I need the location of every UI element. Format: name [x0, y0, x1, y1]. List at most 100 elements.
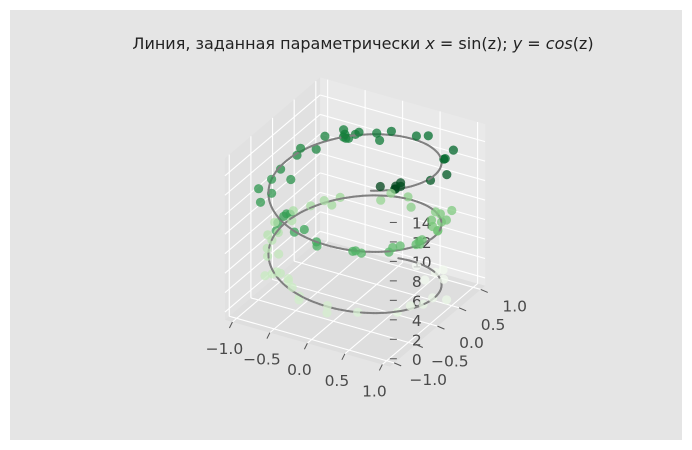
scatter-point — [273, 227, 283, 238]
z-tick-label: 14 — [412, 214, 432, 232]
scatter-point — [353, 307, 363, 317]
x-axis-tick-labels: −1.0−0.5 0.0 0.5 1.0 — [206, 340, 387, 400]
scatter-point — [299, 224, 309, 235]
y-tick-label: −1.0 — [409, 371, 447, 389]
scatter-point — [271, 267, 282, 277]
x-tick-label: −1.0 — [206, 340, 244, 358]
x-tick-label: −0.5 — [243, 351, 281, 369]
title-y-fn: cos — [546, 34, 573, 53]
grid-line-z-right — [319, 113, 486, 162]
scatter-point — [267, 174, 277, 184]
scatter-point — [386, 188, 396, 198]
scatter-point — [283, 274, 293, 284]
scatter-point — [263, 230, 273, 240]
grid-line-z-right — [319, 172, 486, 221]
y-tick-mark — [393, 362, 402, 367]
scatter-point — [376, 195, 386, 205]
scatter-point — [274, 249, 284, 259]
grid-line-y-floor — [250, 297, 416, 346]
title-y-var: y — [512, 34, 523, 53]
x-tick-mark — [303, 342, 308, 350]
scatter-point — [375, 181, 385, 192]
scatter-point — [260, 271, 270, 281]
scatter-point — [441, 215, 451, 225]
x-tick-label: 0.5 — [325, 372, 350, 390]
grid-line-z-right — [319, 152, 486, 201]
scatter-point — [442, 170, 452, 180]
scatter-point — [286, 174, 296, 185]
title-y-eq: = — [522, 34, 546, 53]
scatter-point — [423, 131, 433, 141]
scatter-point — [411, 131, 421, 141]
grid-line-z-left — [224, 172, 321, 255]
title-x-fn: sin — [458, 34, 481, 53]
title-x-var: x — [424, 34, 435, 53]
scatter-point — [403, 192, 413, 202]
x-tick-label: 1.0 — [362, 382, 387, 400]
x-tick-mark — [378, 364, 383, 371]
scatter-point — [447, 205, 457, 216]
grid-line-z-right — [319, 211, 486, 260]
scatter-point — [438, 265, 448, 275]
scatter-point — [406, 202, 416, 212]
scatter-point — [428, 293, 438, 303]
tick-marks — [228, 221, 488, 371]
scatter-point — [396, 178, 406, 188]
scatter-point — [255, 197, 266, 207]
scatter-point — [395, 241, 405, 251]
y-axis-tick-labels: −1.0−0.50.00.51.0 — [409, 297, 527, 389]
x-tick-mark — [266, 332, 271, 339]
scatter-point — [319, 196, 329, 206]
scatter-point — [440, 154, 450, 164]
scatter-point — [339, 125, 349, 135]
grid-line-y-floor — [229, 315, 395, 364]
y-tick-mark — [480, 288, 488, 293]
title-x-eq: = — [435, 34, 459, 53]
scatter-point — [448, 145, 458, 155]
y-tick-label: 0.5 — [481, 316, 506, 334]
z-tick-label: 2 — [412, 331, 422, 349]
data-marks — [254, 125, 458, 318]
grid-line-y-floor — [315, 242, 481, 290]
scatter-point — [254, 184, 264, 194]
scatter-point — [288, 206, 298, 216]
scatter-point — [270, 217, 280, 227]
scatter-point — [296, 143, 306, 153]
scatter-point — [306, 201, 316, 211]
z-tick-label: 8 — [412, 273, 422, 291]
z-tick-label: 0 — [412, 351, 422, 369]
grid-line-z-left — [224, 114, 321, 196]
y-tick-mark — [458, 307, 467, 312]
scatter-point — [420, 275, 430, 285]
grid-line-z-left — [224, 94, 321, 177]
title-sep: ; — [502, 34, 512, 53]
chart-title: Линия, заданная параметрически x = sin(z… — [132, 34, 593, 53]
scatter-point — [322, 301, 332, 311]
scatter-point — [356, 248, 366, 258]
scatter-point — [375, 135, 385, 145]
helix-line-segment — [345, 196, 351, 199]
scatter-point — [372, 128, 382, 138]
z-tick-label: 6 — [412, 292, 422, 310]
y-tick-label: −0.5 — [431, 353, 469, 371]
scatter-point — [417, 235, 427, 245]
title-prefix: Линия, заданная параметрически — [132, 34, 425, 53]
grid-line-y-floor — [272, 278, 438, 327]
y-tick-mark — [415, 344, 424, 348]
scatter-point — [388, 242, 398, 253]
grid-line-z-right — [319, 94, 486, 143]
y-tick-label: 1.0 — [502, 297, 527, 315]
scatter-point — [327, 200, 337, 210]
grid-line-z-right — [319, 191, 486, 240]
scatter-point — [386, 126, 396, 136]
scatter-point — [426, 215, 437, 225]
scatter-point — [405, 301, 415, 311]
scatter-point — [320, 131, 330, 141]
scatter-point — [311, 144, 321, 154]
scatter-point — [276, 164, 286, 174]
scatter-point — [425, 175, 436, 185]
scatter-point — [354, 127, 364, 137]
z-tick-label: 4 — [412, 312, 422, 330]
scatter-point — [411, 261, 422, 271]
